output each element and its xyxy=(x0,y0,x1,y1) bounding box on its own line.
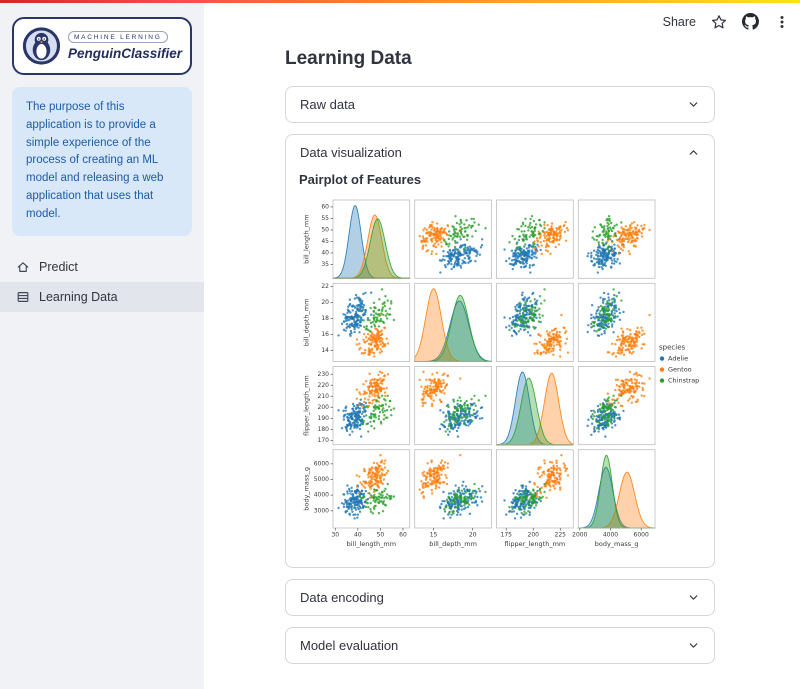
expander-label: Data encoding xyxy=(300,590,384,605)
expander-data-encoding: Data encoding xyxy=(285,579,715,616)
toolbar: Share xyxy=(663,13,790,30)
logo-tagline: MACHINE LERNING xyxy=(67,31,168,43)
page-title: Learning Data xyxy=(285,48,412,69)
expander-raw-data-header[interactable]: Raw data xyxy=(286,87,714,122)
star-icon xyxy=(712,14,726,28)
info-box: The purpose of this application is to pr… xyxy=(12,87,192,236)
app-logo: MACHINE LERNING PenguinClassifier xyxy=(12,17,192,75)
info-text: The purpose of this application is to pr… xyxy=(26,101,164,220)
expander-raw-data: Raw data xyxy=(285,86,715,123)
expander-label: Data visualization xyxy=(300,145,402,160)
pairplot-canvas xyxy=(299,195,701,555)
expander-label: Model evaluation xyxy=(300,638,399,653)
pairplot-title: Pairplot of Features xyxy=(299,172,422,187)
table-icon xyxy=(17,291,29,302)
home-icon xyxy=(17,261,29,272)
kebab-menu-icon xyxy=(780,15,784,28)
nav-item-label: Predict xyxy=(39,259,78,274)
chevron-down-icon xyxy=(689,102,698,107)
logo-title: PenguinClassifier xyxy=(67,46,182,61)
chevron-down-icon xyxy=(689,643,698,648)
chevron-down-icon xyxy=(689,595,698,600)
expander-data-visualization-body: Pairplot of Features xyxy=(286,172,714,567)
sidebar-nav: Predict Learning Data xyxy=(0,252,204,312)
chevron-up-icon xyxy=(689,150,698,155)
expander-data-visualization-header[interactable]: Data visualization xyxy=(286,135,714,170)
nav-item-label: Learning Data xyxy=(39,289,118,304)
github-button[interactable] xyxy=(742,13,759,30)
overflow-menu-button[interactable] xyxy=(774,14,790,30)
expander-model-evaluation: Model evaluation xyxy=(285,627,715,664)
share-button[interactable]: Share xyxy=(662,14,696,29)
decoration-bar xyxy=(0,0,800,3)
expander-model-evaluation-header[interactable]: Model evaluation xyxy=(286,628,714,663)
penguin-logo-icon xyxy=(22,27,61,65)
main-content: Learning Data Raw data Data visualizatio… xyxy=(285,48,715,675)
expander-data-visualization: Data visualization Pairplot of Features xyxy=(285,134,715,568)
favorite-button[interactable] xyxy=(711,14,727,30)
expander-label: Raw data xyxy=(300,97,355,112)
expander-data-encoding-header[interactable]: Data encoding xyxy=(286,580,714,615)
sidebar-item-predict[interactable]: Predict xyxy=(0,252,204,282)
sidebar: MACHINE LERNING PenguinClassifier The pu… xyxy=(0,3,204,689)
sidebar-item-learning-data[interactable]: Learning Data xyxy=(0,281,204,312)
github-icon xyxy=(742,13,759,30)
